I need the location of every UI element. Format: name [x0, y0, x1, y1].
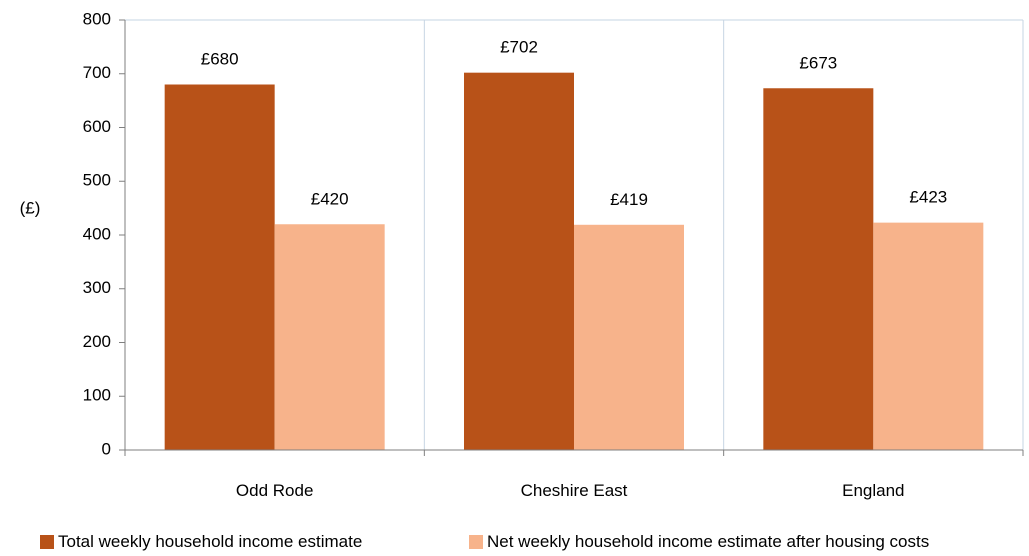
y-tick-label: 600: [83, 117, 111, 136]
legend-swatch-net: [469, 535, 483, 549]
data-label: £702: [500, 38, 538, 57]
y-tick-label: 500: [83, 171, 111, 190]
y-tick-label: 100: [83, 386, 111, 405]
y-tick-label: 700: [83, 63, 111, 82]
axes: 0 100 200 300 400 500 600 700 800 Odd Rode Cheshir…: [83, 9, 1024, 500]
legend-item-net: Net weekly household income estimate aft…: [469, 532, 929, 552]
y-tick-label: 200: [83, 332, 111, 351]
bar: [274, 224, 385, 450]
bars: £680 £420 £702 £419 £673 £423: [164, 38, 984, 451]
bar: [763, 88, 874, 450]
bar: [574, 224, 684, 450]
x-tick-label: England: [842, 481, 904, 500]
data-label: £420: [311, 189, 349, 208]
y-tick-label: 0: [102, 439, 111, 458]
x-tick-label: Cheshire East: [521, 481, 628, 500]
gridlines: [125, 19, 1024, 450]
y-tick-label: 300: [83, 278, 111, 297]
legend: Total weekly household income estimate N…: [0, 532, 1029, 554]
bar: [464, 72, 574, 451]
bar-chart: £680 £420 £702 £419 £673 £423 0 100 200 300 400 50…: [20, 9, 1024, 500]
legend-label-net: Net weekly household income estimate aft…: [487, 532, 930, 551]
x-tick-label: Odd Rode: [236, 481, 314, 500]
y-tick-label: 800: [83, 9, 111, 28]
data-label: £419: [610, 190, 648, 209]
y-tick-label: 400: [83, 224, 111, 243]
legend-swatch-total: [40, 535, 54, 549]
bar: [873, 222, 984, 450]
legend-item-total: Total weekly household income estimate: [40, 532, 362, 552]
bar: [164, 84, 275, 450]
data-label: £673: [799, 53, 837, 72]
data-label: £423: [909, 188, 947, 207]
legend-label-total: Total weekly household income estimate: [58, 532, 363, 551]
data-label: £680: [201, 50, 239, 69]
y-axis-label: (£): [20, 198, 41, 217]
